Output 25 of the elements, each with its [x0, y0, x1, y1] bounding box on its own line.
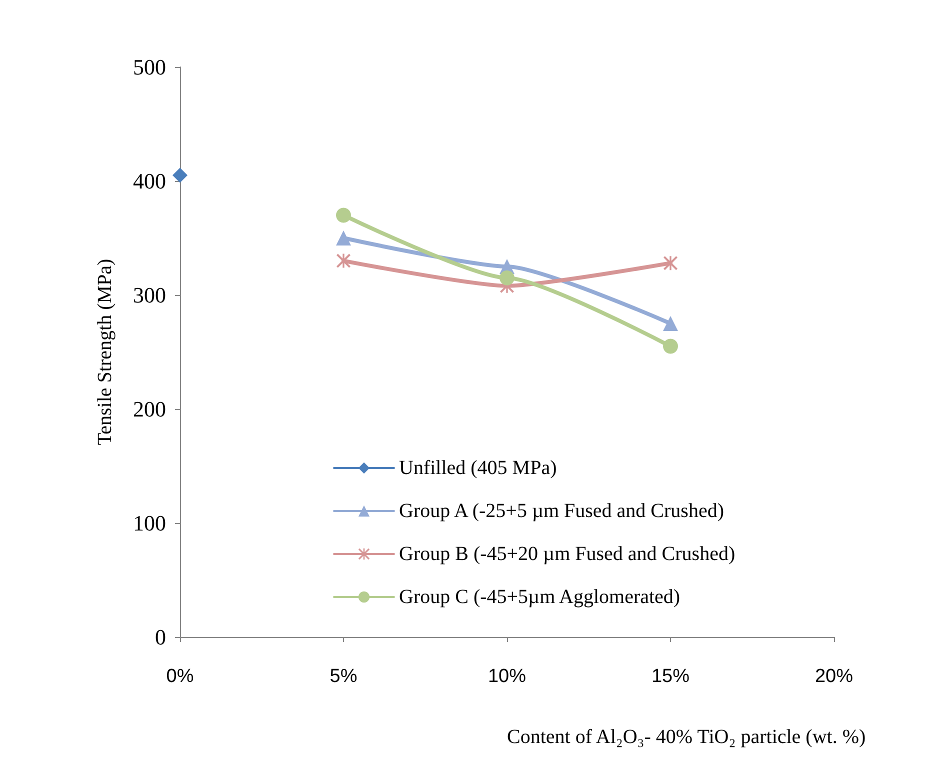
legend-label: Group A (-25+5 µm Fused and Crushed)	[399, 500, 724, 522]
x-axis-title: Content of Al₂O₃- 40% TiO₂ particle (wt. %)	[507, 726, 866, 748]
point	[663, 338, 678, 354]
x-tick-label: 5%	[330, 666, 358, 687]
legend-label: Unfilled (405 MPa)	[399, 457, 557, 479]
point	[664, 256, 678, 270]
x-tick-label: 0%	[166, 666, 194, 687]
point	[500, 270, 514, 286]
y-tick-label: 0	[155, 624, 166, 650]
x-tick-label: 15%	[651, 666, 690, 687]
y-axis-title: Tensile Strength (MPa)	[94, 258, 116, 446]
legend-label: Group B (-45+20 µm Fused and Crushed)	[399, 543, 736, 565]
point	[172, 168, 188, 183]
y-tick-label: 200	[133, 396, 166, 422]
point	[336, 208, 351, 223]
y-tick-label: 400	[133, 168, 166, 194]
point	[336, 230, 351, 246]
y-tick-label: 100	[133, 510, 166, 536]
point	[663, 316, 678, 331]
y-tick-label: 500	[133, 54, 166, 80]
y-tick-label: 300	[133, 282, 166, 308]
x-tick-label: 10%	[488, 666, 526, 687]
x-tick-label: 20%	[814, 666, 854, 687]
legend-label: Group C (-45+5µm Agglomerated)	[399, 586, 680, 608]
point	[336, 254, 350, 268]
